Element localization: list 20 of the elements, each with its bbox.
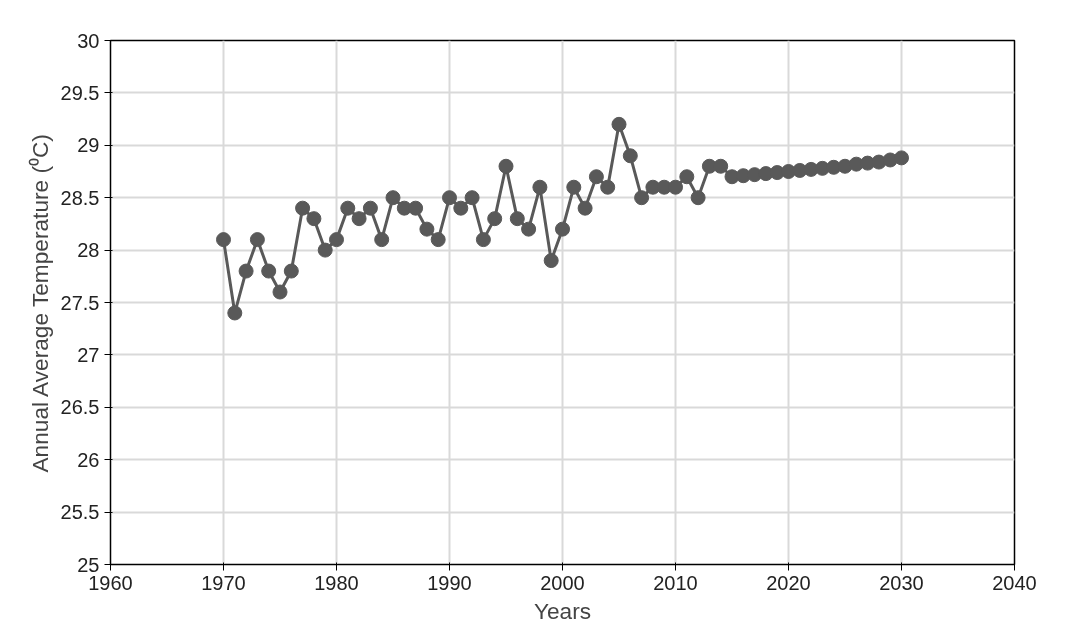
x-tick-label: 2020 (766, 571, 811, 594)
y-tick-label: 25.5 (60, 501, 100, 524)
y-tick-label: 27.5 (60, 291, 100, 314)
y-tick-label: 28 (77, 239, 100, 262)
y-axis-title: Annual Average Temperature (⁰C) (26, 134, 53, 473)
y-tick-label: 29 (77, 134, 100, 157)
x-tick-label: 2030 (879, 571, 924, 594)
x-tick-label: 1980 (314, 571, 359, 594)
x-tick-label: 1970 (201, 571, 246, 594)
y-tick-label: 26 (77, 448, 100, 471)
x-tick-label: 2000 (540, 571, 585, 594)
y-tick-label: 29.5 (60, 81, 100, 104)
y-tick-label: 26.5 (60, 396, 100, 419)
y-tick-label: 27 (77, 343, 100, 366)
x-tick-label: 2010 (653, 571, 698, 594)
x-axis-title: Years (533, 597, 592, 624)
x-tick-label: 2040 (992, 571, 1037, 594)
y-tick-label: 30 (77, 29, 100, 52)
y-tick-label: 28.5 (60, 186, 100, 209)
x-tick-label: 1990 (427, 571, 472, 594)
